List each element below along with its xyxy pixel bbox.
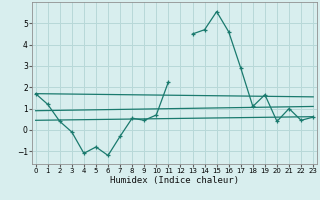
X-axis label: Humidex (Indice chaleur): Humidex (Indice chaleur) (110, 176, 239, 185)
